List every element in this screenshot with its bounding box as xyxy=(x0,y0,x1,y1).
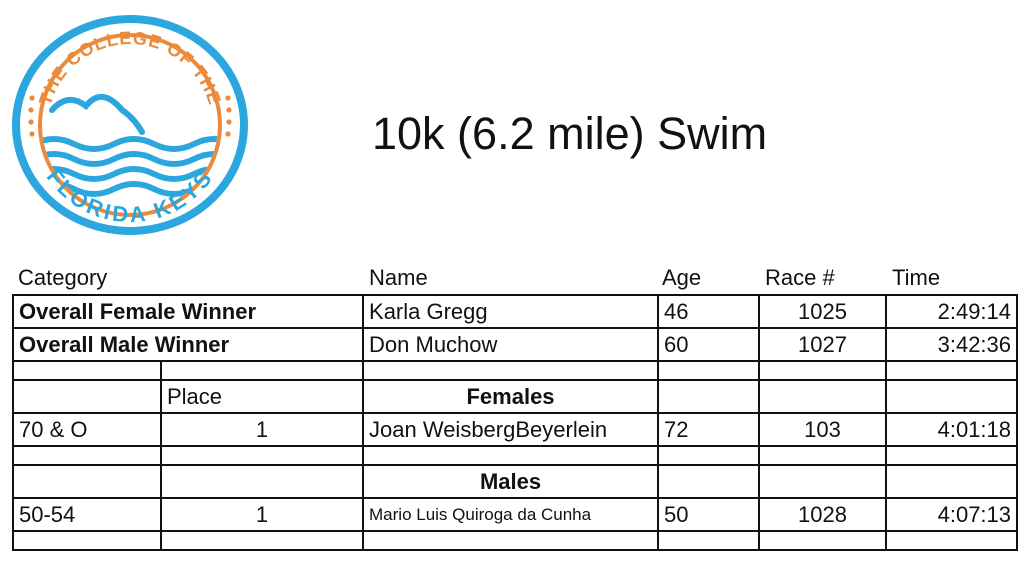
logo-inner-ring xyxy=(38,33,222,217)
category-cell: 50-54 xyxy=(12,497,162,532)
race-number-cell: 103 xyxy=(758,412,888,447)
age-cell: 46 xyxy=(657,294,761,329)
logo-bird-icon xyxy=(49,94,145,135)
race-number-cell: 1028 xyxy=(758,497,888,532)
logo-outer-ring xyxy=(12,15,248,235)
males-section-header: Males xyxy=(12,464,1019,499)
table-row: Overall Female Winner Karla Gregg 46 102… xyxy=(11,294,1019,329)
place-cell: 1 xyxy=(159,497,365,532)
females-heading: Females xyxy=(362,379,660,414)
spacer-row xyxy=(12,360,1019,381)
age-cell: 60 xyxy=(657,327,761,362)
name-header: Name xyxy=(369,265,428,290)
race-number-cell: 1027 xyxy=(758,327,888,362)
race-number-header: Race # xyxy=(765,265,835,290)
spacer-row xyxy=(12,445,1019,466)
time-cell: 2:49:14 xyxy=(885,294,1019,329)
table-row: 50-54 1 Mario Luis Quiroga da Cunha 50 1… xyxy=(12,497,1019,532)
age-header: Age xyxy=(662,265,702,290)
page-title: 10k (6.2 mile) Swim xyxy=(372,108,768,159)
table-row: Overall Male Winner Don Muchow 60 1027 3… xyxy=(11,327,1019,362)
males-heading: Males xyxy=(362,464,660,499)
time-cell: 4:01:18 xyxy=(885,412,1019,447)
name-cell: Karla Gregg xyxy=(362,294,660,329)
time-header: Time xyxy=(892,265,941,290)
name-cell: Mario Luis Quiroga da Cunha xyxy=(362,497,660,532)
category-cell: Overall Female Winner xyxy=(11,294,365,329)
age-cell: 50 xyxy=(657,497,761,532)
college-logo: THE COLLEGE OF THE FLORIDA KEYS xyxy=(12,15,248,235)
spacer-row xyxy=(12,530,1019,551)
results-table: Overall Female Winner Karla Gregg 46 102… xyxy=(11,294,1019,551)
table-row: 70 & O 1 Joan WeisbergBeyerlein 72 103 4… xyxy=(12,412,1019,447)
place-cell: 1 xyxy=(159,412,365,447)
logo-dots xyxy=(28,95,232,137)
age-cell: 72 xyxy=(657,412,761,447)
category-cell: Overall Male Winner xyxy=(11,327,365,362)
race-number-cell: 1025 xyxy=(758,294,888,329)
time-cell: 4:07:13 xyxy=(885,497,1019,532)
females-section-header: Place Females xyxy=(12,379,1019,414)
time-cell: 3:42:36 xyxy=(885,327,1019,362)
name-cell: Joan WeisbergBeyerlein xyxy=(362,412,660,447)
name-cell: Don Muchow xyxy=(362,327,660,362)
category-header: Category xyxy=(18,265,108,290)
place-header: Place xyxy=(159,379,365,414)
category-cell: 70 & O xyxy=(12,412,162,447)
